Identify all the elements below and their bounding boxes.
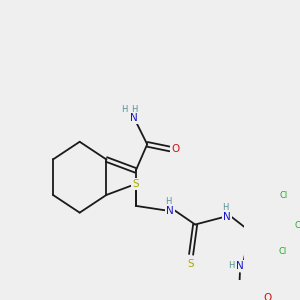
Text: N: N [166, 206, 174, 215]
Text: H: H [165, 197, 172, 206]
Text: N: N [130, 113, 138, 123]
Text: H: H [131, 105, 137, 114]
Text: S: S [133, 179, 139, 189]
Text: N: N [236, 261, 244, 271]
Text: H: H [121, 105, 127, 114]
Text: H: H [222, 203, 228, 212]
Text: N: N [223, 212, 231, 222]
Text: Cl: Cl [280, 191, 288, 200]
Text: O: O [263, 293, 272, 300]
Text: Cl: Cl [294, 221, 300, 230]
Text: H: H [229, 261, 235, 270]
Text: O: O [172, 144, 180, 154]
Text: Cl: Cl [278, 247, 286, 256]
Text: S: S [188, 259, 194, 269]
